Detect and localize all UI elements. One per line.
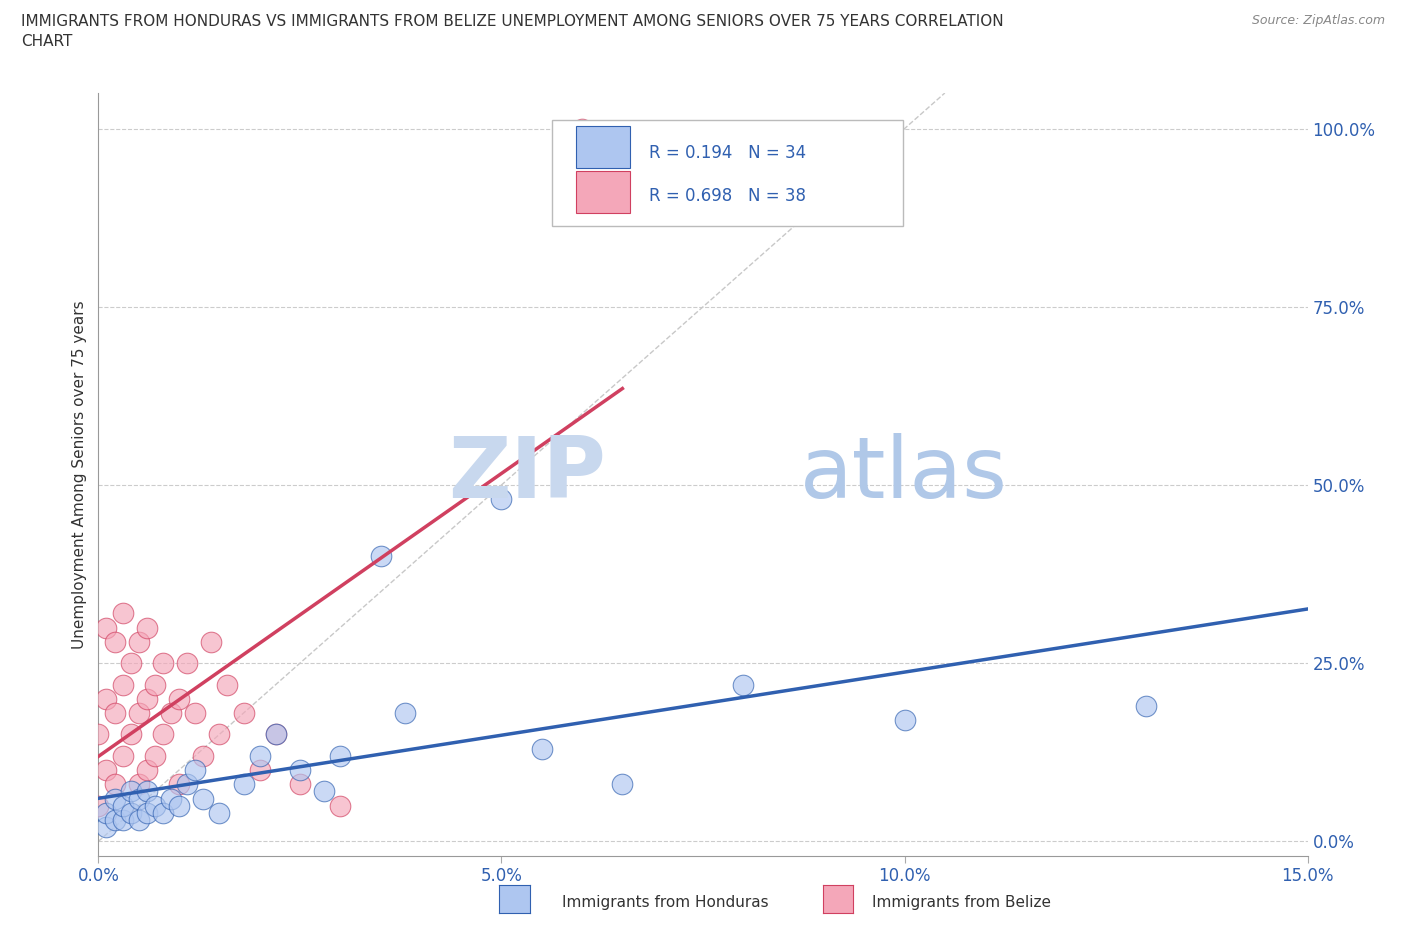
Point — [314, 784, 336, 799]
Point — [160, 791, 183, 806]
Point — [167, 691, 190, 706]
Bar — [576, 171, 630, 213]
Point — [128, 634, 150, 649]
Text: ZIP: ZIP — [449, 432, 606, 516]
Point — [111, 813, 134, 828]
Point — [103, 791, 125, 806]
Point — [96, 691, 118, 706]
Point — [135, 805, 157, 820]
Text: Immigrants from Honduras: Immigrants from Honduras — [562, 895, 769, 910]
Point — [103, 777, 125, 791]
Point — [733, 677, 755, 692]
Point — [208, 805, 231, 820]
Point — [193, 791, 215, 806]
Point — [264, 727, 287, 742]
Point — [128, 706, 150, 721]
Point — [96, 805, 118, 820]
Point — [87, 798, 110, 813]
Point — [264, 727, 287, 742]
Point — [135, 691, 157, 706]
Text: IMMIGRANTS FROM HONDURAS VS IMMIGRANTS FROM BELIZE UNEMPLOYMENT AMONG SENIORS OV: IMMIGRANTS FROM HONDURAS VS IMMIGRANTS F… — [21, 14, 1004, 29]
FancyBboxPatch shape — [551, 120, 903, 227]
Point — [143, 798, 166, 813]
Point — [217, 677, 239, 692]
Point — [103, 706, 125, 721]
Point — [167, 798, 190, 813]
Point — [200, 634, 222, 649]
Point — [128, 777, 150, 791]
Point — [167, 777, 190, 791]
Point — [135, 763, 157, 777]
Point — [111, 798, 134, 813]
Point — [135, 620, 157, 635]
Point — [143, 749, 166, 764]
Point — [329, 798, 352, 813]
Point — [571, 121, 593, 136]
Point — [176, 656, 198, 671]
Point — [96, 620, 118, 635]
Point — [103, 813, 125, 828]
Point — [135, 784, 157, 799]
Point — [184, 706, 207, 721]
Point — [184, 763, 207, 777]
Text: atlas: atlas — [800, 432, 1008, 516]
Point — [329, 749, 352, 764]
Point — [893, 712, 915, 727]
Point — [160, 706, 183, 721]
Point — [152, 805, 174, 820]
Text: R = 0.194   N = 34: R = 0.194 N = 34 — [648, 144, 806, 162]
Bar — [576, 126, 630, 168]
Point — [120, 805, 142, 820]
Text: CHART: CHART — [21, 34, 73, 49]
Point — [120, 656, 142, 671]
Text: Immigrants from Belize: Immigrants from Belize — [872, 895, 1050, 910]
Point — [370, 549, 392, 564]
Point — [87, 727, 110, 742]
Point — [612, 777, 634, 791]
Point — [111, 749, 134, 764]
Point — [111, 677, 134, 692]
Point — [176, 777, 198, 791]
Point — [249, 749, 271, 764]
Point — [249, 763, 271, 777]
Point — [288, 777, 311, 791]
Point — [128, 791, 150, 806]
Point — [152, 727, 174, 742]
Point — [96, 819, 118, 834]
Point — [530, 741, 553, 756]
Point — [128, 813, 150, 828]
Text: Source: ZipAtlas.com: Source: ZipAtlas.com — [1251, 14, 1385, 27]
Point — [394, 706, 416, 721]
Point — [120, 727, 142, 742]
Point — [103, 634, 125, 649]
Point — [193, 749, 215, 764]
Y-axis label: Unemployment Among Seniors over 75 years: Unemployment Among Seniors over 75 years — [72, 300, 87, 648]
Point — [143, 677, 166, 692]
Point — [96, 763, 118, 777]
Point — [232, 706, 254, 721]
Point — [232, 777, 254, 791]
Point — [120, 784, 142, 799]
Point — [288, 763, 311, 777]
Text: R = 0.698   N = 38: R = 0.698 N = 38 — [648, 187, 806, 205]
Point — [111, 605, 134, 620]
Point — [208, 727, 231, 742]
Point — [491, 492, 513, 507]
Point — [152, 656, 174, 671]
Point — [1135, 698, 1157, 713]
